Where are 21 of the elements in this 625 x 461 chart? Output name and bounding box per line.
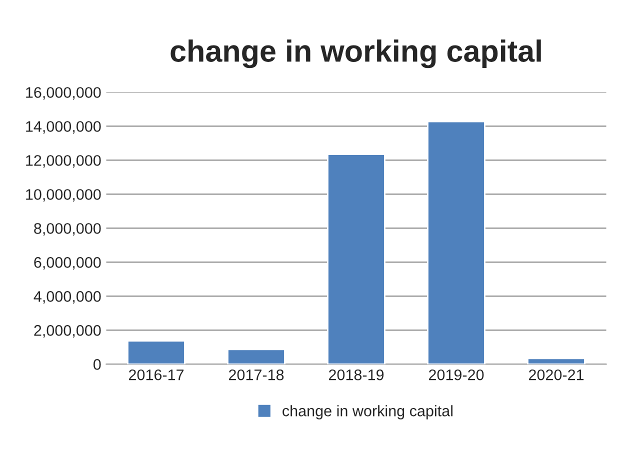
x-tick-label: 2019-20 (428, 369, 484, 380)
y-tick-label: 0 (93, 359, 101, 370)
bar (527, 358, 586, 364)
y-tick-label: 10,000,000 (26, 189, 101, 202)
bar (127, 340, 186, 364)
x-tick-label: 2020-21 (528, 369, 584, 380)
legend-label: change in working capital (282, 405, 452, 420)
y-tick-label: 14,000,000 (26, 121, 101, 134)
y-tick-label: 2,000,000 (34, 325, 101, 338)
bar (327, 154, 386, 364)
y-tick-label: 4,000,000 (34, 291, 101, 304)
x-tick-label: 2018-19 (328, 369, 384, 380)
x-tick-label: 2017-18 (228, 369, 284, 380)
y-tick-label: 16,000,000 (26, 87, 101, 100)
bar (427, 120, 486, 364)
y-tick-label: 12,000,000 (26, 155, 101, 168)
y-tick-label: 8,000,000 (34, 223, 101, 236)
bar (227, 348, 286, 364)
x-tick-label: 2016-17 (128, 369, 184, 380)
chart-title: change in working capital (170, 40, 541, 68)
y-tick-label: 6,000,000 (34, 257, 101, 270)
